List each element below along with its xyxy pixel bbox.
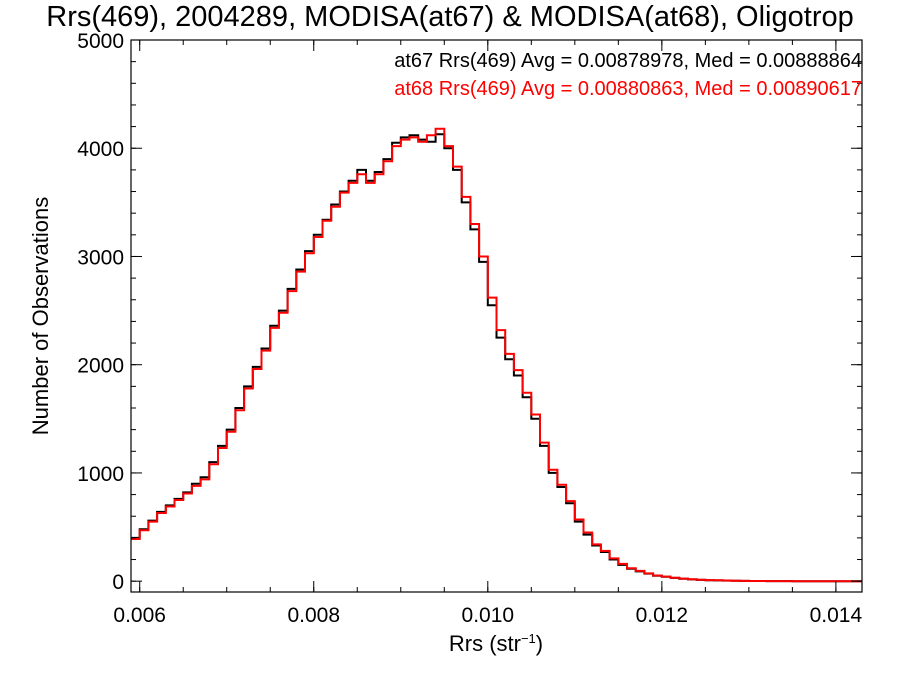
y-tick-label: 1000	[77, 463, 124, 486]
x-axis-label-close: )	[536, 631, 543, 656]
series-line-at68	[131, 127, 862, 583]
x-tick-label: 0.006	[113, 604, 166, 627]
x-tick-label: 0.012	[636, 604, 689, 627]
x-tick-label: 0.008	[287, 604, 340, 627]
y-tick-label: 0	[112, 571, 124, 594]
x-tick-label: 0.014	[810, 604, 863, 627]
x-tick-label: 0.010	[462, 604, 515, 627]
legend-entry-at67: at67 Rrs(469) Avg = 0.00878978, Med = 0.…	[394, 50, 862, 72]
plot-frame	[130, 39, 863, 593]
axes-layer: 0.006 0.008 0.010 0.012 0.014 0 1000 2000 3000 40…	[77, 30, 863, 627]
x-axis-label-main: Rrs (str	[449, 631, 521, 656]
chart-title: Rrs(469), 2004289, MODISA(at67) & MODISA…	[46, 1, 853, 33]
series-layer	[131, 127, 862, 583]
legend-entry-at68: at68 Rrs(469) Avg = 0.00880863, Med = 0.…	[394, 78, 862, 100]
x-axis-label-superscript: −1	[521, 631, 536, 646]
y-tick-label: 4000	[77, 138, 124, 161]
y-tick-label: 5000	[77, 30, 124, 53]
y-tick-label: 2000	[77, 355, 124, 378]
x-axis-label: Rrs (str−1)	[449, 631, 543, 656]
series-line-at67	[131, 133, 862, 583]
y-tick-label: 3000	[77, 246, 124, 269]
y-axis-label: Number of Observations	[28, 197, 53, 435]
